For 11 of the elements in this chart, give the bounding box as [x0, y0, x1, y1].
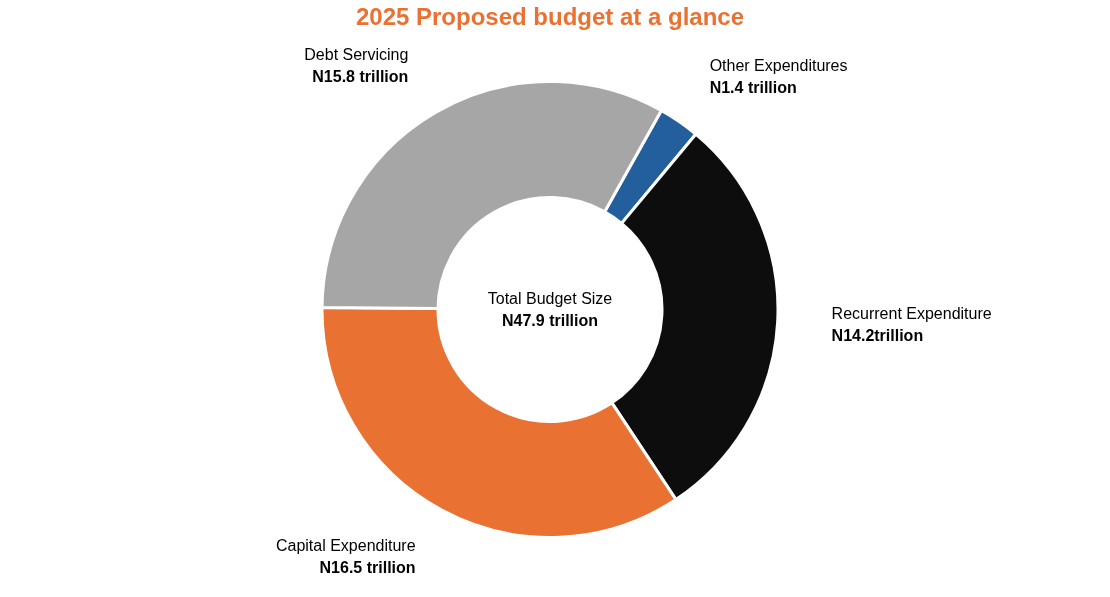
slice-label: Other Expenditures — [709, 57, 848, 75]
chart-title: 2025 Proposed budget at a glance — [355, 3, 745, 30]
text: N47.9 trillion — [501, 311, 599, 329]
text: Total Budget Size — [487, 289, 613, 307]
data-label: N15.8 trillion — [312, 67, 409, 85]
data-label: N1.4 trillion — [709, 79, 797, 97]
data-label: N16.5 trillion — [319, 559, 416, 577]
slice-label: Capital Expenditure — [275, 537, 416, 555]
slice-label: Debt Servicing — [304, 45, 409, 63]
slice-label: Recurrent Expenditure — [831, 304, 992, 322]
data-label: N14.2trillion — [831, 326, 924, 344]
